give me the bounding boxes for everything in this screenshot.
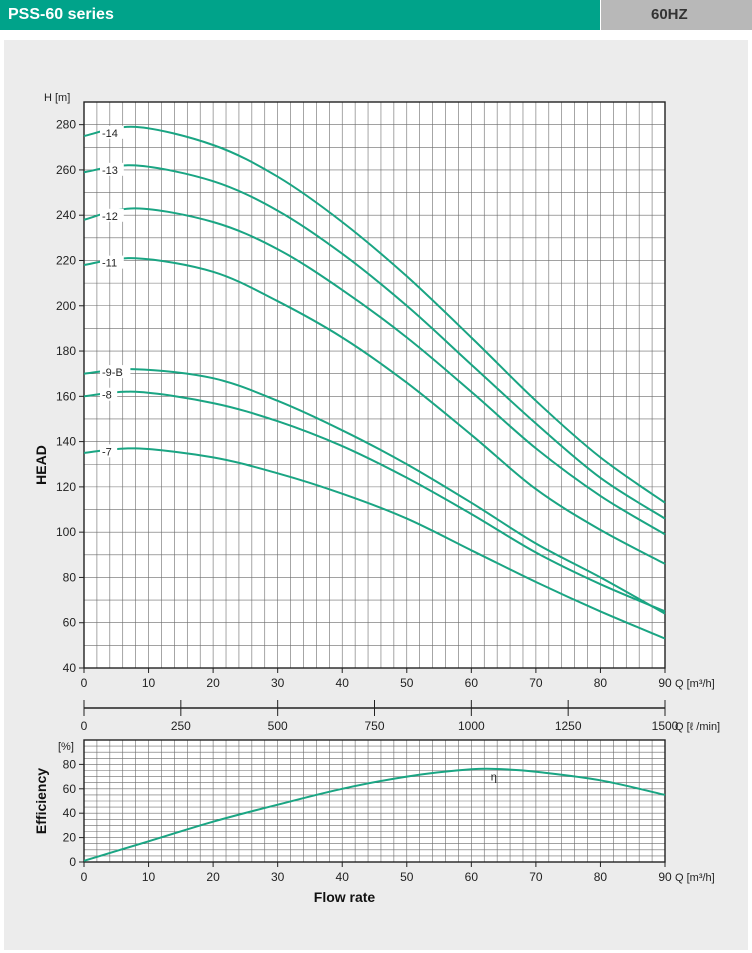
curve-label: -7 (102, 446, 112, 458)
lmin-tick-label: 1000 (458, 719, 485, 733)
efficiency-grid (83, 739, 666, 863)
curve-label-bg (100, 387, 118, 401)
curve-label-bg (100, 365, 131, 379)
efficiency-chart: 0 10 20 30 40 50 60 70 80 90 0 20 40 60 80 η [%] Effic… (33, 739, 715, 905)
x-tick-label: 70 (529, 676, 543, 690)
curve-label: -13 (102, 165, 118, 177)
curve-label: -9-B (102, 367, 123, 379)
eff-x-tick-label: 30 (271, 870, 285, 884)
plot-frame (83, 101, 666, 669)
head-curve (83, 207, 666, 536)
eff-x-tick-label: 0 (81, 870, 88, 884)
y-tick-label: 240 (56, 208, 76, 222)
x-tick-label: 30 (271, 676, 285, 690)
curve-label-bg (100, 208, 124, 222)
efficiency-ticks: 0 10 20 30 40 50 60 70 80 90 0 20 40 60 80 (63, 757, 672, 884)
head-chart: 0 10 20 30 40 50 60 70 80 90 40 60 80 100 120 140 160 180… (33, 92, 715, 690)
curve-label-bg (100, 125, 124, 139)
eff-x-tick-label: 40 (336, 870, 350, 884)
eff-x-tick-label: 20 (206, 870, 220, 884)
head-curves: -14 -13 -12 -11 -9-B -8 -7 (83, 125, 666, 640)
head-curve (83, 257, 666, 565)
y-tick-label: 60 (63, 616, 77, 630)
x-tick-label: 40 (336, 676, 350, 690)
flow-rate-label: Flow rate (314, 889, 376, 905)
eff-y-tick-label: 40 (63, 806, 77, 820)
eff-x-tick-label: 70 (529, 870, 543, 884)
x-tick-label: 90 (658, 676, 672, 690)
head-curve (83, 447, 666, 640)
y-tick-label: 80 (63, 570, 77, 584)
head-x-unit: Q [m³/h] (675, 678, 715, 690)
efficiency-curve (83, 767, 666, 862)
head-plot-area (84, 102, 665, 668)
lmin-tick-label: 500 (268, 719, 288, 733)
head-curve (83, 125, 666, 504)
efficiency-curves: η (83, 767, 666, 862)
lmin-tick-label: 1250 (555, 719, 582, 733)
lmin-tick-label: 250 (171, 719, 191, 733)
x-tick-label: 80 (594, 676, 608, 690)
y-tick-label: 160 (56, 389, 76, 403)
eff-x-tick-label: 50 (400, 870, 414, 884)
head-grid (83, 101, 666, 669)
curve-label: -14 (102, 128, 118, 140)
lmin-axis: 0 250 500 750 1000 1250 1500 Q [ℓ /min] (81, 700, 720, 733)
head-curve (83, 390, 666, 613)
x-tick-label: 50 (400, 676, 414, 690)
y-tick-label: 220 (56, 253, 76, 267)
eff-y-tick-label: 80 (63, 757, 77, 771)
efficiency-curve-label: η (491, 771, 497, 783)
eff-y-tick-label: 60 (63, 782, 77, 796)
curve-label: -12 (102, 211, 118, 223)
eff-x-tick-label: 60 (465, 870, 479, 884)
x-tick-label: 10 (142, 676, 156, 690)
x-tick-label: 60 (465, 676, 479, 690)
curve-label: -8 (102, 390, 112, 402)
y-tick-label: 40 (63, 661, 77, 675)
eff-x-tick-label: 10 (142, 870, 156, 884)
y-tick-label: 200 (56, 299, 76, 313)
lmin-tick-label: 750 (364, 719, 384, 733)
eff-y-tick-label: 0 (69, 855, 76, 869)
series-title: PSS-60 series (0, 0, 600, 30)
head-y-label: HEAD (33, 445, 49, 485)
frequency-label: 60HZ (601, 0, 752, 30)
eff-x-tick-label: 90 (658, 870, 672, 884)
lmin-unit: Q [ℓ /min] (675, 721, 720, 733)
plot-frame (83, 739, 666, 863)
eff-y-tick-label: 20 (63, 831, 77, 845)
y-tick-label: 180 (56, 344, 76, 358)
head-y-unit: H [m] (44, 92, 70, 104)
curve-label-bg (100, 444, 118, 458)
header: PSS-60 series 60HZ (0, 0, 752, 30)
eff-x-tick-label: 80 (594, 870, 608, 884)
efficiency-x-unit: Q [m³/h] (675, 872, 715, 884)
curve-label-bg (100, 162, 124, 176)
curve-label: -11 (102, 258, 117, 270)
head-ticks: 0 10 20 30 40 50 60 70 80 90 40 60 80 100 120 140 160 180… (56, 118, 672, 690)
x-tick-label: 20 (206, 676, 220, 690)
y-tick-label: 120 (56, 480, 76, 494)
y-tick-label: 260 (56, 163, 76, 177)
head-curve (83, 164, 666, 520)
head-curve (83, 368, 666, 615)
lmin-tick-label: 0 (81, 719, 88, 733)
x-tick-label: 0 (81, 676, 88, 690)
efficiency-y-label: Efficiency (33, 768, 49, 834)
curve-label-bg (100, 255, 124, 269)
efficiency-y-unit: [%] (58, 741, 74, 753)
lmin-ticks: 0 250 500 750 1000 1250 1500 (81, 700, 679, 733)
lmin-tick-label: 1500 (652, 719, 679, 733)
y-tick-label: 140 (56, 435, 76, 449)
y-tick-label: 100 (56, 525, 76, 539)
y-tick-label: 280 (56, 118, 76, 132)
